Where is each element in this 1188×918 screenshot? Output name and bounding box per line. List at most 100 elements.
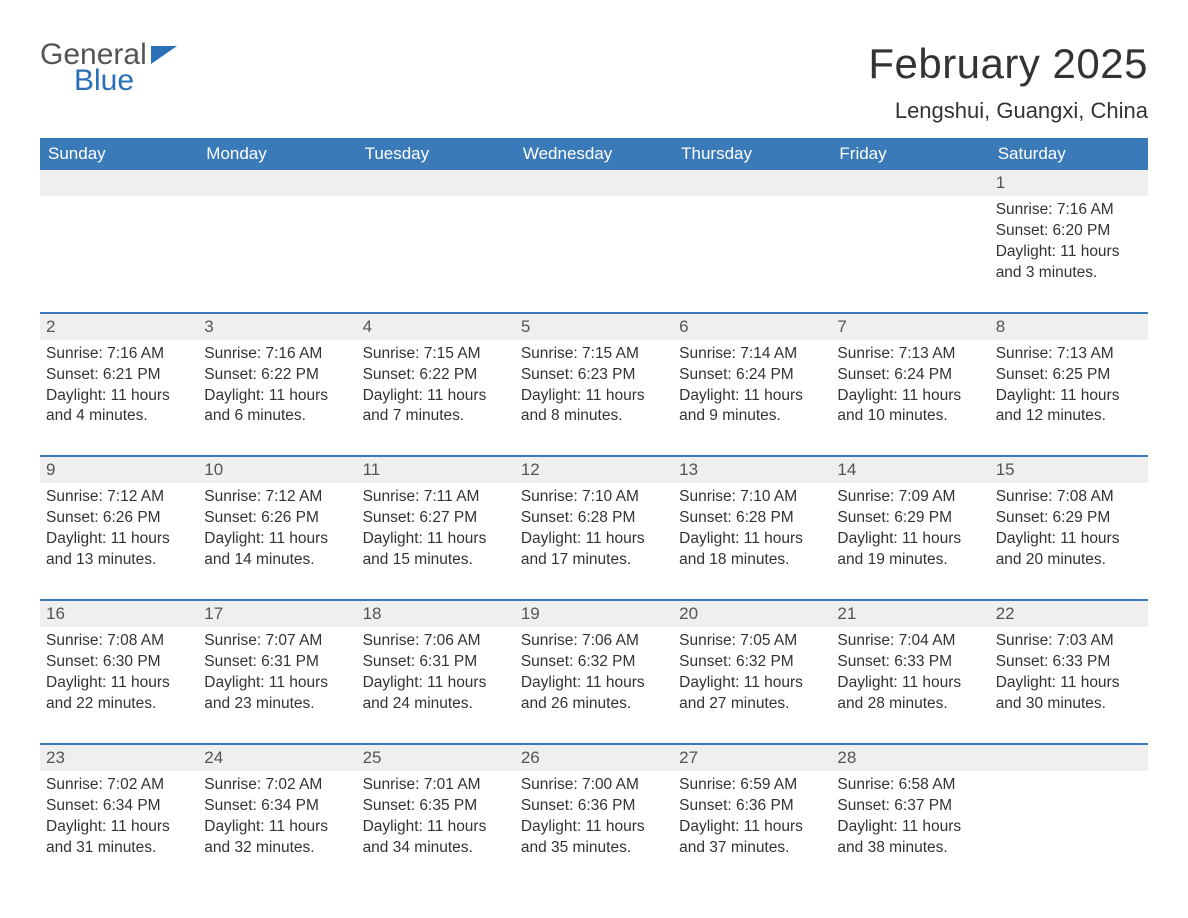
sunset-line: Sunset: 6:27 PM (363, 508, 509, 529)
sunset-line: Sunset: 6:35 PM (363, 796, 509, 817)
day-number-row: 232425262728 (40, 744, 1148, 771)
sunset-line: Sunset: 6:21 PM (46, 365, 192, 386)
sunset-line: Sunset: 6:34 PM (204, 796, 350, 817)
sunrise-line: Sunrise: 7:16 AM (204, 344, 350, 365)
weekday-header: Thursday (673, 138, 831, 170)
day-detail-cell: Sunrise: 7:16 AMSunset: 6:20 PMDaylight:… (990, 196, 1148, 313)
day-number-cell: 16 (40, 600, 198, 627)
weekday-header: Wednesday (515, 138, 673, 170)
day-number-cell: 27 (673, 744, 831, 771)
daylight-line: Daylight: 11 hours and 22 minutes. (46, 673, 192, 715)
brand-logo: General Blue (40, 40, 177, 96)
day-number-row: 2345678 (40, 313, 1148, 340)
sunset-line: Sunset: 6:36 PM (521, 796, 667, 817)
day-number-cell: 9 (40, 456, 198, 483)
daylight-line: Daylight: 11 hours and 14 minutes. (204, 529, 350, 571)
day-detail-cell: Sunrise: 7:06 AMSunset: 6:31 PMDaylight:… (357, 627, 515, 744)
sunrise-line: Sunrise: 7:11 AM (363, 487, 509, 508)
day-number-cell (40, 170, 198, 196)
day-number-cell: 2 (40, 313, 198, 340)
weekday-header: Sunday (40, 138, 198, 170)
sunrise-line: Sunrise: 7:05 AM (679, 631, 825, 652)
day-number-cell (831, 170, 989, 196)
daylight-line: Daylight: 11 hours and 34 minutes. (363, 817, 509, 859)
day-number-cell (990, 744, 1148, 771)
sunset-line: Sunset: 6:26 PM (204, 508, 350, 529)
sunset-line: Sunset: 6:24 PM (679, 365, 825, 386)
day-number-row: 16171819202122 (40, 600, 1148, 627)
sunrise-line: Sunrise: 7:09 AM (837, 487, 983, 508)
sunset-line: Sunset: 6:29 PM (996, 508, 1142, 529)
day-detail-cell: Sunrise: 7:07 AMSunset: 6:31 PMDaylight:… (198, 627, 356, 744)
sunset-line: Sunset: 6:28 PM (521, 508, 667, 529)
day-number-cell: 10 (198, 456, 356, 483)
sunrise-line: Sunrise: 7:16 AM (996, 200, 1142, 221)
daylight-line: Daylight: 11 hours and 26 minutes. (521, 673, 667, 715)
day-detail-cell: Sunrise: 7:08 AMSunset: 6:29 PMDaylight:… (990, 483, 1148, 600)
day-detail-cell: Sunrise: 6:59 AMSunset: 6:36 PMDaylight:… (673, 771, 831, 887)
sunrise-line: Sunrise: 7:10 AM (679, 487, 825, 508)
daylight-line: Daylight: 11 hours and 24 minutes. (363, 673, 509, 715)
day-detail-cell (515, 196, 673, 313)
day-detail-cell: Sunrise: 7:13 AMSunset: 6:25 PMDaylight:… (990, 340, 1148, 457)
day-number-cell (515, 170, 673, 196)
day-number-cell: 13 (673, 456, 831, 483)
sunset-line: Sunset: 6:26 PM (46, 508, 192, 529)
day-detail-cell: Sunrise: 7:10 AMSunset: 6:28 PMDaylight:… (515, 483, 673, 600)
day-body-row: Sunrise: 7:16 AMSunset: 6:20 PMDaylight:… (40, 196, 1148, 313)
sunset-line: Sunset: 6:33 PM (837, 652, 983, 673)
daylight-line: Daylight: 11 hours and 8 minutes. (521, 386, 667, 428)
daylight-line: Daylight: 11 hours and 37 minutes. (679, 817, 825, 859)
sunset-line: Sunset: 6:32 PM (521, 652, 667, 673)
daylight-line: Daylight: 11 hours and 28 minutes. (837, 673, 983, 715)
day-number-cell: 3 (198, 313, 356, 340)
day-number-cell: 15 (990, 456, 1148, 483)
sunrise-line: Sunrise: 7:13 AM (837, 344, 983, 365)
weekday-header: Saturday (990, 138, 1148, 170)
day-detail-cell: Sunrise: 7:14 AMSunset: 6:24 PMDaylight:… (673, 340, 831, 457)
day-number-cell (357, 170, 515, 196)
sunset-line: Sunset: 6:31 PM (204, 652, 350, 673)
day-detail-cell: Sunrise: 7:06 AMSunset: 6:32 PMDaylight:… (515, 627, 673, 744)
day-number-cell (198, 170, 356, 196)
sunset-line: Sunset: 6:25 PM (996, 365, 1142, 386)
day-detail-cell: Sunrise: 7:02 AMSunset: 6:34 PMDaylight:… (40, 771, 198, 887)
daylight-line: Daylight: 11 hours and 19 minutes. (837, 529, 983, 571)
sunset-line: Sunset: 6:24 PM (837, 365, 983, 386)
sunset-line: Sunset: 6:30 PM (46, 652, 192, 673)
sunrise-line: Sunrise: 7:02 AM (46, 775, 192, 796)
brand-flag-icon (151, 46, 177, 64)
sunrise-line: Sunrise: 7:07 AM (204, 631, 350, 652)
sunrise-line: Sunrise: 6:59 AM (679, 775, 825, 796)
sunrise-line: Sunrise: 7:00 AM (521, 775, 667, 796)
sunrise-line: Sunrise: 7:13 AM (996, 344, 1142, 365)
day-number-cell: 19 (515, 600, 673, 627)
sunrise-line: Sunrise: 7:06 AM (363, 631, 509, 652)
sunrise-line: Sunrise: 7:04 AM (837, 631, 983, 652)
day-number-row: 9101112131415 (40, 456, 1148, 483)
day-detail-cell (990, 771, 1148, 887)
day-number-cell: 11 (357, 456, 515, 483)
daylight-line: Daylight: 11 hours and 3 minutes. (996, 242, 1142, 284)
day-number-cell: 4 (357, 313, 515, 340)
day-detail-cell: Sunrise: 7:13 AMSunset: 6:24 PMDaylight:… (831, 340, 989, 457)
weekday-header: Friday (831, 138, 989, 170)
day-number-cell: 18 (357, 600, 515, 627)
daylight-line: Daylight: 11 hours and 18 minutes. (679, 529, 825, 571)
sunrise-line: Sunrise: 7:08 AM (46, 631, 192, 652)
day-detail-cell (40, 196, 198, 313)
day-body-row: Sunrise: 7:16 AMSunset: 6:21 PMDaylight:… (40, 340, 1148, 457)
daylight-line: Daylight: 11 hours and 17 minutes. (521, 529, 667, 571)
day-detail-cell: Sunrise: 7:09 AMSunset: 6:29 PMDaylight:… (831, 483, 989, 600)
day-detail-cell: Sunrise: 7:12 AMSunset: 6:26 PMDaylight:… (40, 483, 198, 600)
day-detail-cell (357, 196, 515, 313)
day-number-cell: 17 (198, 600, 356, 627)
daylight-line: Daylight: 11 hours and 35 minutes. (521, 817, 667, 859)
sunset-line: Sunset: 6:34 PM (46, 796, 192, 817)
day-body-row: Sunrise: 7:02 AMSunset: 6:34 PMDaylight:… (40, 771, 1148, 887)
day-detail-cell: Sunrise: 7:03 AMSunset: 6:33 PMDaylight:… (990, 627, 1148, 744)
daylight-line: Daylight: 11 hours and 10 minutes. (837, 386, 983, 428)
sunrise-line: Sunrise: 7:16 AM (46, 344, 192, 365)
sunrise-line: Sunrise: 7:03 AM (996, 631, 1142, 652)
sunrise-line: Sunrise: 7:10 AM (521, 487, 667, 508)
